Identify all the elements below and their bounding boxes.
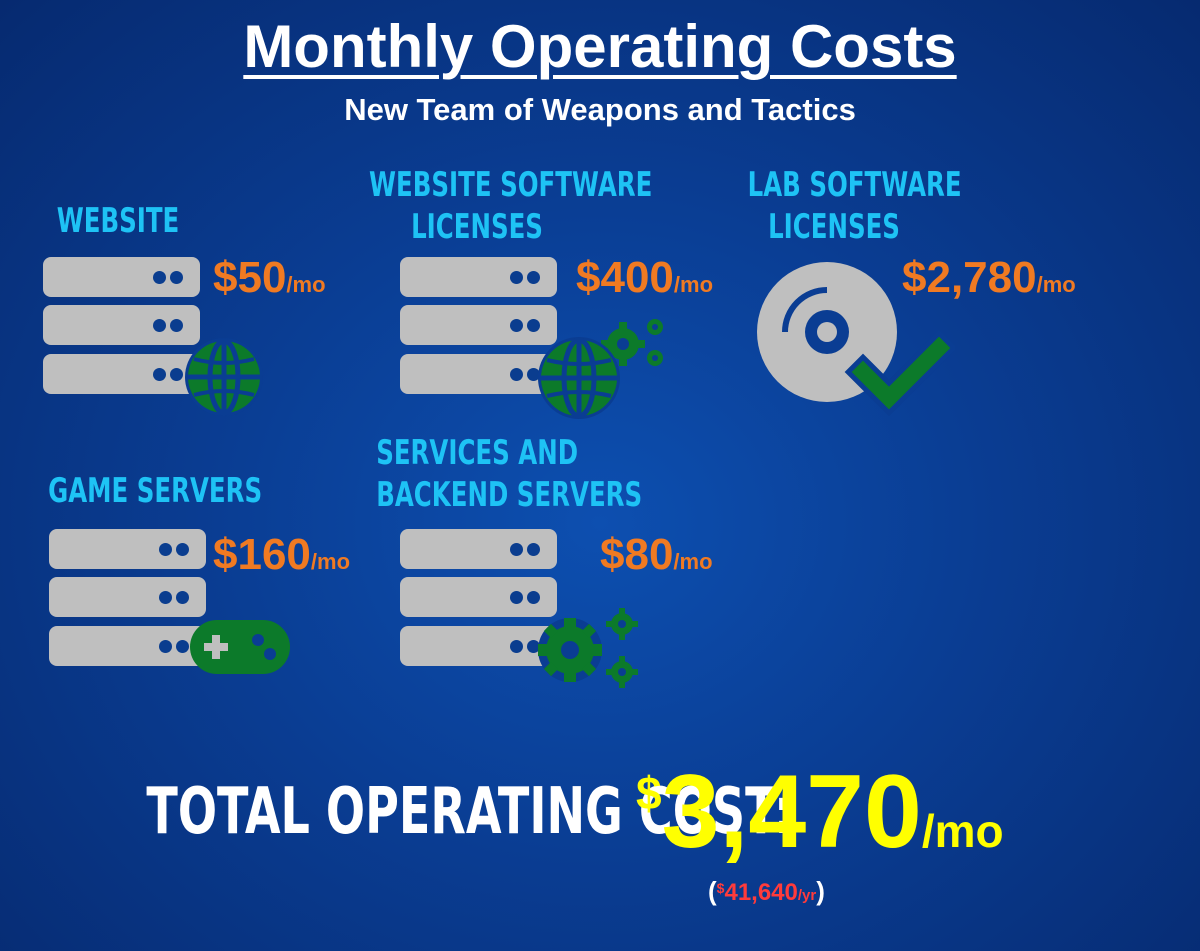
website-software-licenses-label: WEBSITE SOFTWARE LICENSES [369,165,653,247]
server-unit [49,529,206,569]
game-server-stack [49,529,209,669]
server-unit [400,354,557,394]
website-software-licenses-price: $400/mo [576,253,714,302]
gamepad-icon [190,620,290,674]
server-unit [400,305,557,345]
page-subtitle: New Team of Weapons and Tactics [344,92,856,127]
server-unit [43,257,200,297]
server-unit [400,577,557,617]
total-label: TOTAL OPERATING COST: [146,775,793,849]
services-server-stack [400,529,560,669]
lab-software-licenses-price: $2,780/mo [902,253,1076,302]
website-server-stack [43,257,203,397]
total-monthly-cost: $3,470/mo [636,754,1004,870]
services-backend-servers-price: $80/mo [600,530,713,579]
lab-software-licenses-label: LAB SOFTWARE LICENSES [747,165,962,247]
server-unit [400,257,557,297]
server-unit [49,626,206,666]
game-servers-label: GAME SERVERS [48,471,263,511]
globe-gears-icon [538,319,663,419]
total-yearly-cost: ($41,640/yr) [708,876,825,906]
server-unit [43,354,200,394]
server-unit [400,626,557,666]
game-servers-price: $160/mo [213,530,351,579]
server-unit [400,529,557,569]
gears-icon [538,608,638,688]
services-backend-servers-label: SERVICES AND BACKEND SERVERS [376,433,643,515]
gear-icon [601,319,663,366]
page-title: Monthly Operating Costs [243,13,957,80]
website-software-server-stack [400,257,560,397]
website-label: WEBSITE [56,201,180,241]
website-price: $50/mo [213,253,326,302]
server-unit [43,305,200,345]
globe-icon [185,338,263,416]
disc-check-icon [757,262,955,417]
server-unit [49,577,206,617]
